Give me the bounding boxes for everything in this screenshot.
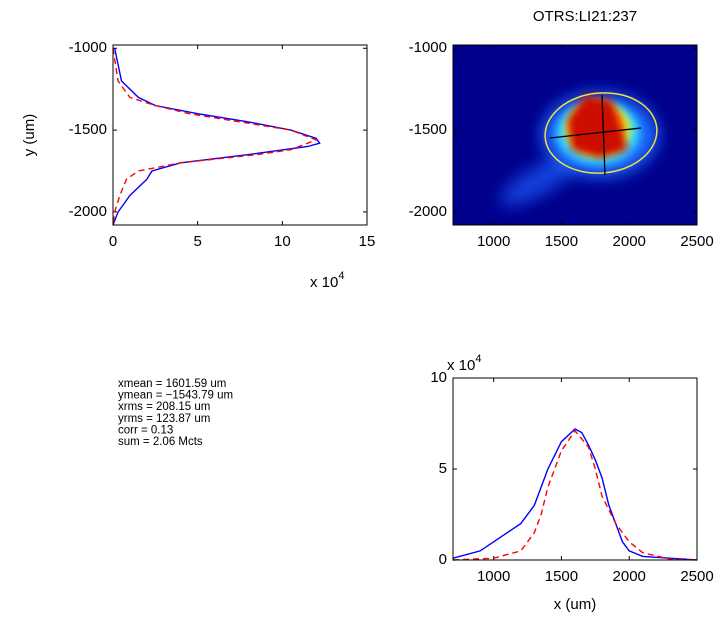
x-tick-label: 1500 [545,233,578,250]
axis-multiplier: x 104 [447,353,481,374]
plot-lines [112,48,321,226]
profile-line [112,48,319,226]
x-tick-label: 2500 [680,233,713,250]
multiplier-base: x 10 [310,274,338,291]
multiplier-power: 4 [338,270,344,282]
x-tick-label: 1000 [477,233,510,250]
beam-image [453,45,697,225]
profile-line [112,48,321,226]
axis-multiplier: x 104 [310,270,344,291]
axes-box [452,44,698,226]
stats-line: xrms = 208.15 um [118,401,210,413]
x-tick-label: 5 [193,233,201,250]
y-tick-label: 10 [430,369,447,386]
x-tick-label: 2000 [613,568,646,585]
y-tick-label: -2000 [69,203,107,220]
axes-box [112,44,368,226]
stats-line: sum = 2.06 Mcts [118,436,203,448]
chart-title: OTRS:LI21:237 [533,8,637,25]
plot-lines [452,428,698,561]
y-tick-label: -1500 [409,121,447,138]
y-tick-label: 0 [439,551,447,568]
axes-box [452,377,698,561]
x-tick-label: 1500 [545,568,578,585]
stats-line: corr = 0.13 [118,424,173,436]
y-tick-label: -1500 [69,121,107,138]
y-tick-label: -1000 [409,39,447,56]
x-tick-label: 0 [109,233,117,250]
x-tick-label: 10 [274,233,291,250]
profile-line [452,429,698,561]
x-axis-label: x (um) [554,596,597,613]
stats-line: xmean = 1601.59 um [118,378,226,390]
x-tick-label: 15 [359,233,376,250]
y-tick-label: -2000 [409,203,447,220]
y-axis-label: y (um) [21,114,38,157]
y-tick-label: -1000 [69,39,107,56]
multiplier-power: 4 [475,353,481,365]
stats-line: ymean = −1543.79 um [118,390,233,402]
x-tick-label: 1000 [477,568,510,585]
multiplier-base: x 10 [447,357,475,374]
y-tick-label: 5 [439,460,447,477]
profile-line [452,428,698,561]
x-tick-label: 2000 [613,233,646,250]
stats-line: yrms = 123.87 um [118,413,210,425]
x-tick-label: 2500 [680,568,713,585]
